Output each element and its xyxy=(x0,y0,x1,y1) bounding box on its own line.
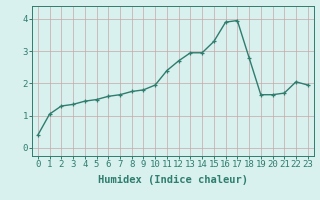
X-axis label: Humidex (Indice chaleur): Humidex (Indice chaleur) xyxy=(98,175,248,185)
